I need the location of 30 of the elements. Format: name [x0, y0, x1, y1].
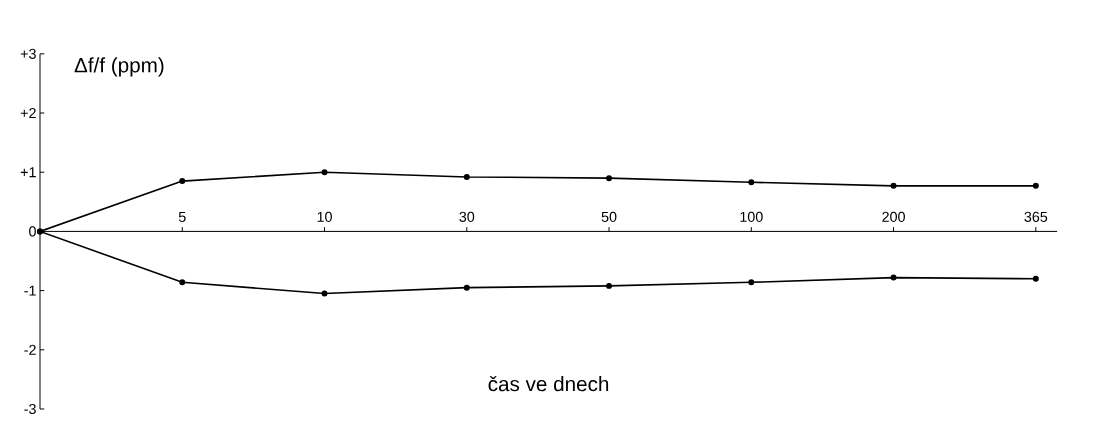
y-tick-label: -3	[24, 403, 36, 415]
x-tick-label: 30	[459, 211, 475, 222]
point	[748, 179, 755, 186]
x-tick-label: 5	[178, 211, 186, 222]
x-axis-title: čas ve dnech	[488, 376, 609, 392]
x-tick-label: 365	[1024, 211, 1048, 222]
point	[463, 284, 470, 291]
y-tick-label: +2	[20, 108, 36, 119]
point	[321, 290, 328, 297]
x-tick-label: 100	[740, 211, 763, 222]
y-axis-title: Δf/f (ppm)	[74, 57, 164, 77]
point	[1032, 182, 1039, 189]
x-tick-label: 10	[317, 211, 332, 222]
point	[179, 178, 186, 185]
point	[321, 169, 328, 176]
x-tick-label: 50	[601, 211, 617, 222]
point	[606, 282, 613, 289]
point	[606, 175, 613, 182]
y-tick-label: -1	[24, 285, 36, 296]
x-tick-label: 200	[882, 211, 905, 222]
point	[179, 279, 186, 286]
y-tick-label: +1	[20, 167, 36, 178]
point	[890, 182, 897, 189]
point	[463, 173, 470, 180]
y-tick-label: -2	[24, 344, 36, 355]
y-tick-label: 0	[29, 226, 36, 237]
y-tick-label: +3	[20, 48, 36, 59]
point	[748, 279, 755, 286]
point	[890, 274, 897, 281]
point	[1032, 275, 1039, 282]
